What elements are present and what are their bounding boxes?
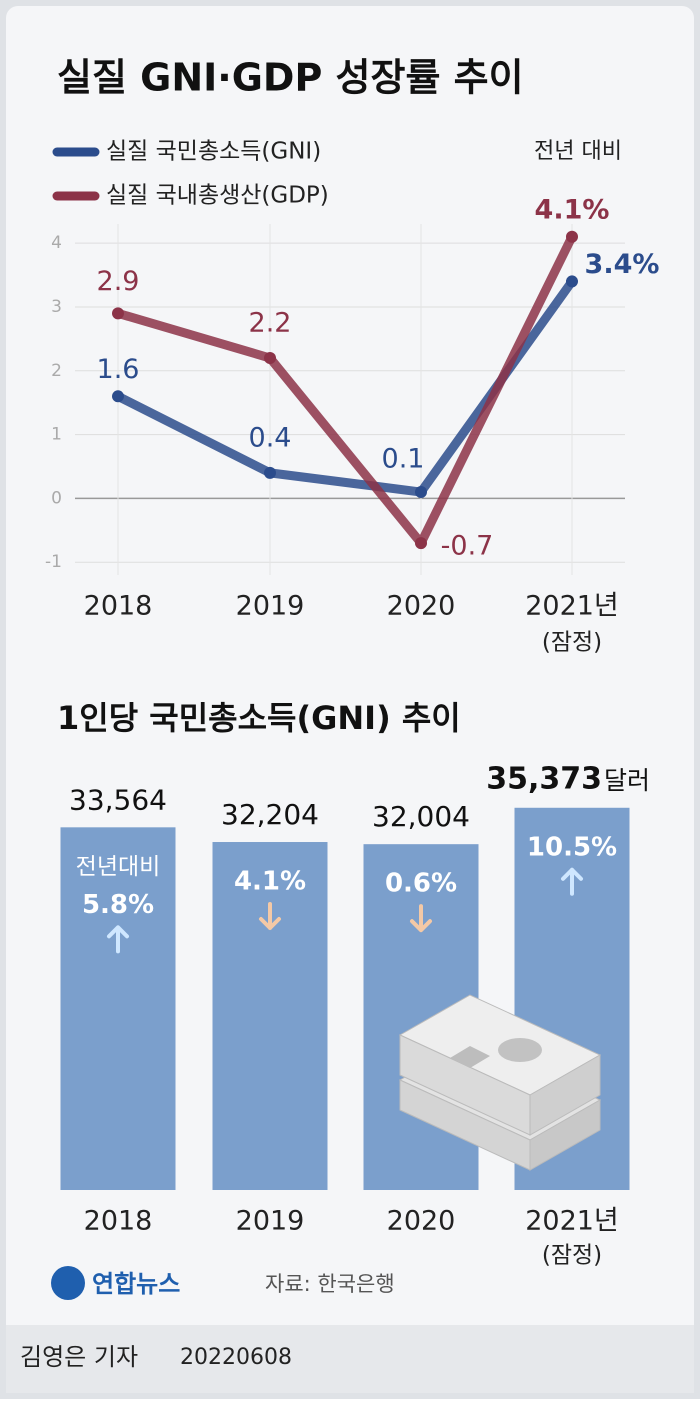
logo-mark xyxy=(51,1266,85,1300)
value-unit: 달러 xyxy=(604,766,650,795)
value-label: 32,204 xyxy=(221,798,319,831)
chart-title: 실질 GNI·GDP 성장률 추이 xyxy=(57,56,524,100)
x-tick-label: 2018 xyxy=(84,1206,153,1237)
value-label: 3.4% xyxy=(585,249,660,280)
x-tick-label: 2019 xyxy=(236,1206,305,1237)
x-tick-note: (잠정) xyxy=(542,630,602,656)
y-tick-label: 4 xyxy=(51,233,62,253)
value-label: 2.9 xyxy=(97,266,140,297)
change-label: 4.1% xyxy=(234,867,306,897)
x-tick-label: 2021년 xyxy=(525,591,619,622)
y-tick-label: 0 xyxy=(51,488,62,508)
byline-strip xyxy=(6,1325,694,1393)
point xyxy=(415,537,427,550)
point xyxy=(566,275,578,288)
change-label: 5.8% xyxy=(82,890,154,920)
value-label: 33,564 xyxy=(69,783,167,816)
x-tick-label: 2018 xyxy=(84,591,153,622)
change-arrow xyxy=(410,904,432,933)
bar xyxy=(212,842,328,1190)
x-tick-label: 2019 xyxy=(236,591,305,622)
x-tick-label: 2020 xyxy=(387,1206,456,1237)
chart-title: 1인당 국민총소득(GNI) 추이 xyxy=(57,699,461,737)
y-tick-label: 1 xyxy=(51,425,62,445)
y-tick-label: 2 xyxy=(51,361,62,381)
y-tick-label: 3 xyxy=(51,297,62,317)
annotation: 전년 대비 xyxy=(534,139,622,164)
x-tick-label: 2021년 xyxy=(525,1206,619,1237)
x-tick-label: 2020 xyxy=(387,591,456,622)
series-line xyxy=(116,234,577,548)
value-label: 32,004 xyxy=(372,800,470,833)
change-arrow xyxy=(107,925,129,954)
value-label: -0.7 xyxy=(441,531,494,562)
bar xyxy=(60,827,176,1190)
reporter: 김영은 기자 xyxy=(20,1343,138,1371)
point xyxy=(112,390,124,403)
point xyxy=(415,486,427,499)
value-label: 1.6 xyxy=(97,354,140,385)
legend-label: 실질 국민총소득(GNI) xyxy=(106,139,321,165)
change-annotation: 전년대비 xyxy=(76,854,161,880)
source: 자료: 한국은행 xyxy=(265,1272,395,1296)
logo: 연합뉴스 xyxy=(92,1270,180,1298)
point xyxy=(566,230,578,243)
change-label: 10.5% xyxy=(527,832,617,862)
y-tick-label: -1 xyxy=(45,552,62,572)
value-label: 2.2 xyxy=(249,308,292,339)
x-tick-note: (잠정) xyxy=(542,1243,602,1269)
value-label: 35,373 xyxy=(486,761,602,796)
point xyxy=(264,352,276,365)
value-label: 0.4 xyxy=(249,422,292,453)
point xyxy=(112,307,124,320)
value-label: 4.1% xyxy=(535,194,610,225)
value-label: 0.1 xyxy=(382,444,425,475)
date: 20220608 xyxy=(180,1345,292,1370)
legend-label: 실질 국내총생산(GDP) xyxy=(106,183,329,209)
change-arrow xyxy=(259,902,281,931)
point xyxy=(264,466,276,479)
change-label: 0.6% xyxy=(385,869,457,899)
money-illustration xyxy=(398,994,602,1171)
change-arrow xyxy=(561,867,583,896)
